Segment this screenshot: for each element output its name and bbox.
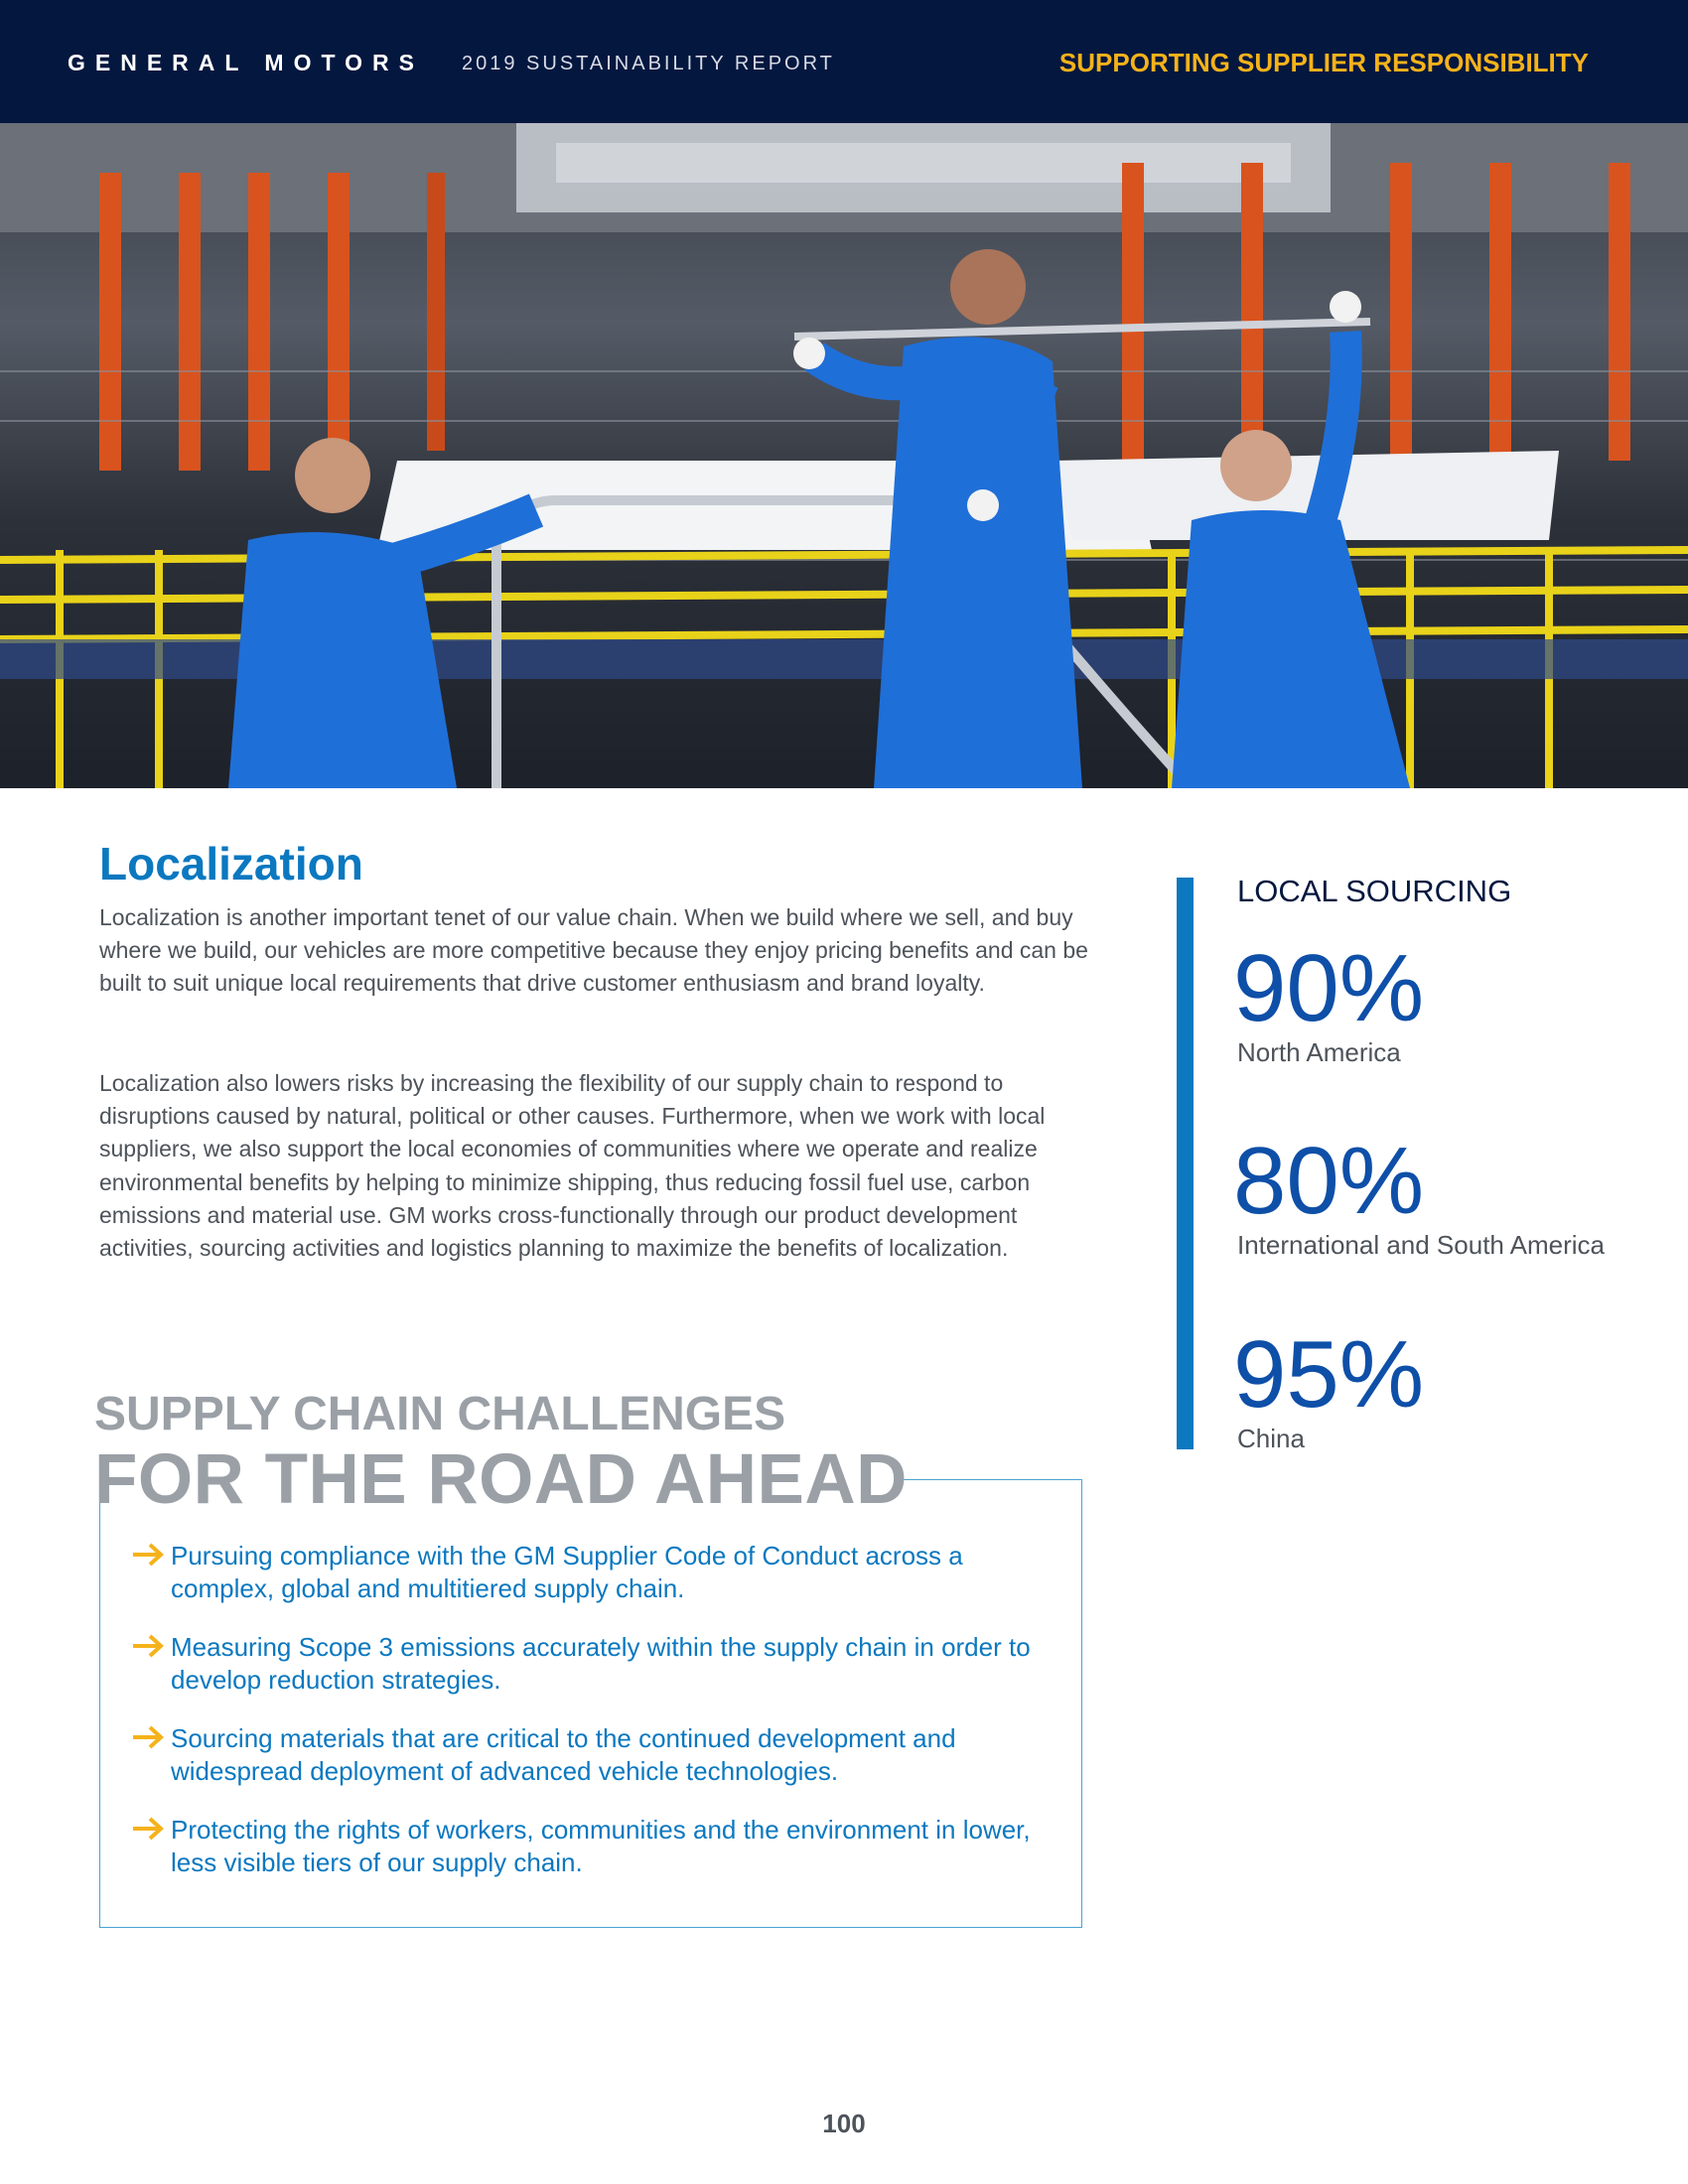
arrow-right-icon <box>133 1634 164 1658</box>
report-header: GENERAL MOTORS 2019 SUSTAINABILITY REPOR… <box>0 0 1688 123</box>
challenges-box-top-border <box>902 1479 1082 1480</box>
arrow-right-icon <box>133 1725 164 1749</box>
report-title: 2019 SUSTAINABILITY REPORT <box>462 53 835 74</box>
challenge-text: Pursuing compliance with the GM Supplier… <box>171 1541 963 1603</box>
arrow-right-icon <box>133 1817 164 1841</box>
localization-paragraph-1: Localization is another important tenet … <box>99 904 1088 997</box>
stat-value-north-america: 90% <box>1233 935 1425 1041</box>
brand-logo-text: GENERAL MOTORS <box>68 50 424 75</box>
factory-workers-illustration <box>0 123 1688 788</box>
challenges-box <box>99 1479 1082 1928</box>
challenges-title: FOR THE ROAD AHEAD <box>94 1440 908 1519</box>
challenge-text: Protecting the rights of workers, commun… <box>171 1815 1031 1877</box>
localization-paragraph-2: Localization also lowers risks by increa… <box>99 1070 1046 1262</box>
challenge-text: Measuring Scope 3 emissions accurately w… <box>171 1632 1031 1695</box>
hero-photo <box>0 123 1688 788</box>
stat-value-international: 80% <box>1233 1128 1425 1234</box>
section-title: SUPPORTING SUPPLIER RESPONSIBILITY <box>1058 48 1589 77</box>
page-number: 100 <box>822 2109 866 2138</box>
arrow-right-icon <box>133 1543 164 1567</box>
stat-label-international: International and South America <box>1237 1230 1606 1260</box>
stat-label-north-america: North America <box>1237 1037 1401 1067</box>
challenge-text: Sourcing materials that are critical to … <box>171 1723 956 1786</box>
stat-value-china: 95% <box>1233 1321 1425 1428</box>
challenges-subtitle: SUPPLY CHAIN CHALLENGES <box>94 1388 786 1440</box>
sourcing-accent-bar <box>1177 878 1194 1449</box>
stat-label-china: China <box>1237 1424 1305 1453</box>
localization-heading: Localization <box>99 838 363 889</box>
local-sourcing-title: LOCAL SOURCING <box>1237 874 1512 908</box>
